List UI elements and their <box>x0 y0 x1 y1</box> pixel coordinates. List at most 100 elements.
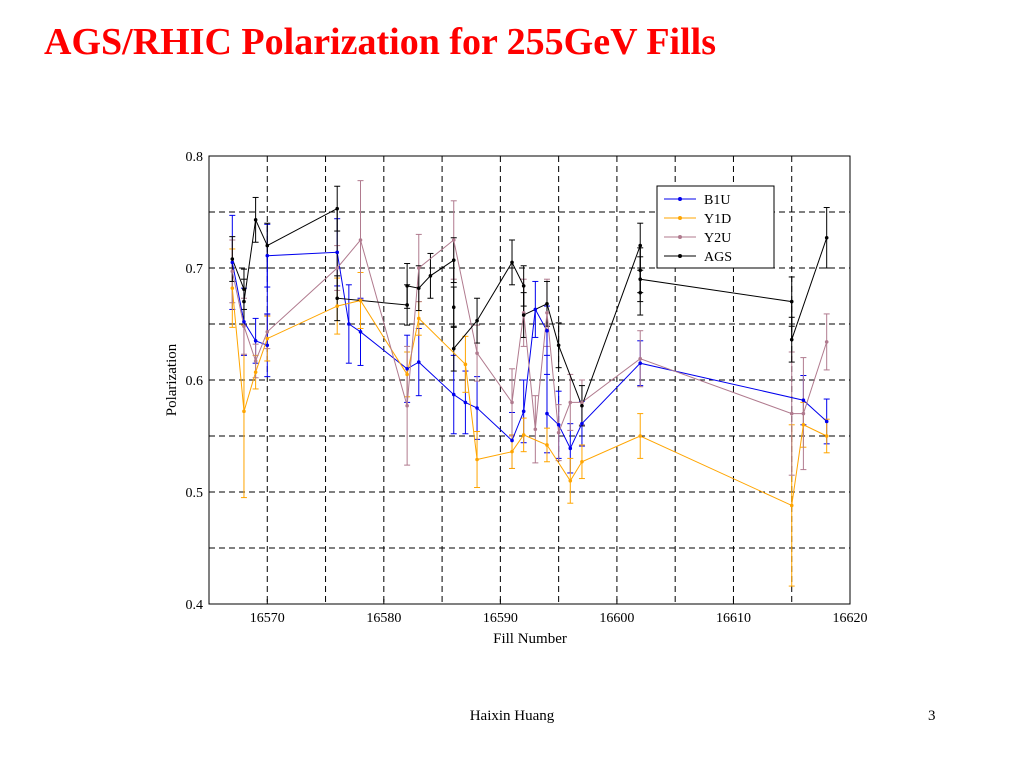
data-point-b1u <box>405 367 409 371</box>
y-tick-label: 0.8 <box>186 150 204 165</box>
data-point-b1u <box>230 260 235 265</box>
series-markers <box>230 206 829 508</box>
data-point-y2u <box>242 324 246 329</box>
series-line-ags <box>231 207 828 408</box>
data-point-y1d <box>463 362 468 367</box>
x-tick-label: 16610 <box>716 611 751 626</box>
data-point-b1u <box>347 322 351 326</box>
data-point-y1d <box>335 304 340 308</box>
data-point-y2u <box>230 269 235 274</box>
data-point-y2u <box>580 400 584 405</box>
slide-title: AGS/RHIC Polarization for 255GeV Fills <box>44 21 717 63</box>
data-point-y2u <box>568 400 573 405</box>
y-tick-label: 0.5 <box>186 486 204 501</box>
data-point-y1d <box>475 457 479 462</box>
data-point-ags <box>521 284 526 288</box>
data-point-y2u <box>824 340 829 344</box>
data-point-y1d <box>824 434 829 438</box>
data-point-ags <box>416 286 421 290</box>
data-point-ags <box>545 302 549 306</box>
data-point-b1u <box>824 419 829 424</box>
data-point-y1d <box>358 298 363 303</box>
data-point-b1u <box>416 360 421 364</box>
data-point-y2u <box>405 403 409 408</box>
data-point-ags <box>242 287 246 292</box>
data-point-y2u <box>556 430 561 435</box>
legend-marker-ags <box>678 254 682 258</box>
legend-label-ags: AGS <box>704 250 732 265</box>
data-point-y1d <box>230 286 235 290</box>
data-point-ags <box>405 303 409 307</box>
data-point-b1u <box>265 253 270 258</box>
legend-label-b1u: B1U <box>704 193 730 208</box>
data-point-y2u <box>335 266 340 270</box>
x-tick-label: 16590 <box>483 611 518 626</box>
data-point-y2u <box>475 351 479 355</box>
data-point-b1u <box>358 330 363 334</box>
data-point-y1d <box>801 423 806 427</box>
data-point-y2u <box>545 311 549 315</box>
footer-author: Haixin Huang <box>469 708 555 724</box>
data-point-b1u <box>265 343 270 348</box>
legend: B1U Y1D Y2U AGS <box>656 185 775 269</box>
data-point-b1u <box>463 400 468 405</box>
data-point-ags <box>638 290 643 295</box>
page-number: 3 <box>928 708 936 724</box>
legend-marker-b1u <box>678 197 682 201</box>
data-point-ags <box>230 257 235 261</box>
data-point-b1u <box>545 328 549 333</box>
data-point-ags <box>638 277 643 282</box>
data-point-ags <box>521 313 526 317</box>
data-point-y1d <box>510 449 514 454</box>
data-point-ags <box>451 305 456 310</box>
data-point-ags <box>638 243 643 248</box>
data-point-ags <box>475 318 479 323</box>
x-tick-label: 16570 <box>250 611 285 626</box>
data-point-y1d <box>789 503 794 508</box>
data-point-y2u <box>638 356 643 361</box>
data-point-y2u <box>801 411 806 416</box>
polarization-chart: 16570 16580 16590 16600 16610 16620 0.4 0.5 0.6 0… <box>164 150 868 647</box>
x-tick-label: 16600 <box>599 611 634 626</box>
data-point-ags <box>405 284 409 288</box>
data-point-ags <box>824 235 829 240</box>
data-point-y1d <box>580 459 584 464</box>
legend-box <box>656 185 775 269</box>
data-point-b1u <box>521 409 526 414</box>
data-point-y2u <box>358 238 363 242</box>
data-point-b1u <box>556 423 561 427</box>
data-point-b1u <box>253 339 258 343</box>
x-tick-label: 16580 <box>366 611 401 626</box>
data-point-ags <box>510 260 514 265</box>
data-point-b1u <box>801 398 806 402</box>
data-point-b1u <box>545 411 549 416</box>
y-axis-label: Polarization <box>164 343 180 416</box>
data-point-b1u <box>533 307 538 312</box>
data-point-ags <box>451 346 456 351</box>
data-point-y1d <box>416 316 421 321</box>
data-point-y1d <box>568 479 573 483</box>
data-point-ags <box>789 337 794 342</box>
data-point-y1d <box>638 434 643 438</box>
data-point-y2u <box>265 330 270 334</box>
data-point-y2u <box>451 238 456 242</box>
y-tick-label: 0.7 <box>186 262 204 277</box>
data-point-y1d <box>545 443 549 447</box>
data-point-b1u <box>638 361 643 366</box>
data-point-b1u <box>568 446 573 451</box>
data-point-b1u <box>510 438 514 443</box>
data-point-ags <box>242 299 246 304</box>
legend-label-y2u: Y2U <box>704 231 731 246</box>
legend-marker-y2u <box>678 235 682 239</box>
data-point-y1d <box>242 409 246 414</box>
data-point-ags <box>580 403 584 408</box>
legend-marker-y1d <box>678 216 682 220</box>
data-point-y2u <box>253 359 258 363</box>
data-point-y1d <box>405 372 409 377</box>
data-point-y2u <box>416 266 421 270</box>
y-tick-label: 0.6 <box>186 374 204 389</box>
series-line-b1u <box>231 251 828 450</box>
legend-label-y1d: Y1D <box>704 212 731 227</box>
data-point-b1u <box>475 406 479 410</box>
data-point-ags <box>556 343 561 348</box>
